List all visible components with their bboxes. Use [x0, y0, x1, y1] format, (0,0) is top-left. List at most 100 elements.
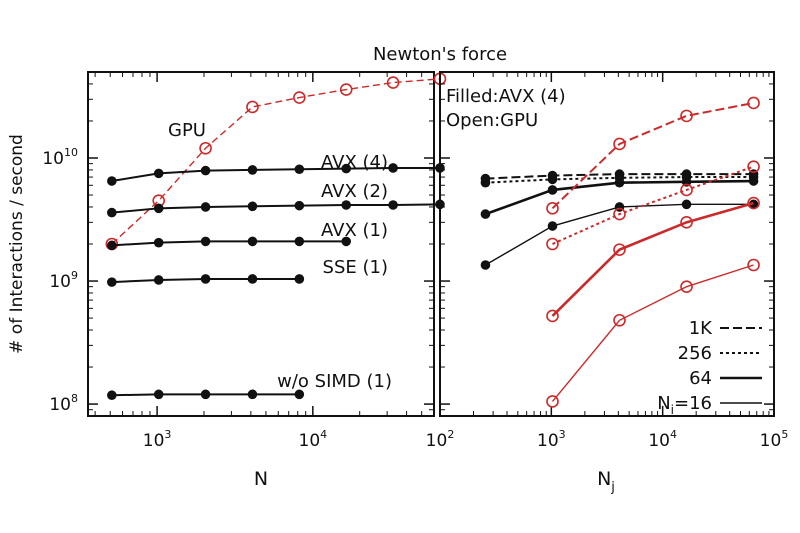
right-xtick-base: 10 [426, 431, 448, 451]
legend-label-suffix: =16 [674, 393, 712, 414]
right-xtick-label: 102 [426, 428, 455, 451]
right-series-4 [546, 96, 760, 215]
legend-label-main: 256 [678, 343, 712, 364]
right-point [680, 109, 693, 123]
left-point [200, 202, 211, 212]
left-ytick-exp: 9 [71, 269, 78, 282]
left-point [107, 277, 117, 287]
left-ytick-label: 1010 [42, 146, 78, 169]
left-point [388, 200, 398, 210]
left-point [107, 176, 117, 186]
left-xtick-label: 104 [299, 428, 328, 451]
left-xtick-base: 10 [299, 431, 321, 451]
left-ytick-label: 108 [49, 392, 78, 415]
left-ylabel: # of Interactions / second [7, 134, 27, 354]
left-series-group [105, 72, 447, 401]
right-point [613, 137, 626, 151]
right-point [547, 185, 558, 195]
right-legend: 1K 256 64 Ni=16 [657, 318, 762, 417]
right-point [613, 207, 626, 221]
legend-label-0: 1K [689, 318, 713, 339]
right-point [547, 221, 558, 231]
left-point [388, 163, 398, 173]
right-point [747, 258, 760, 272]
left-xtick-label: 103 [143, 428, 172, 451]
right-series-line [551, 102, 754, 210]
right-point [748, 176, 759, 186]
left-point [294, 274, 305, 284]
left-series-3 [107, 236, 352, 251]
left-point [294, 200, 305, 211]
right-point [480, 209, 491, 219]
left-annotations: GPU AVX (4) AVX (2) AVX (1) SSE (1) w/o SIMD … [168, 120, 392, 392]
left-annotation-5: w/o SIMD (1) [277, 371, 392, 392]
right-panel: 102 103 104 105 Filled:AVX (4)Open:GPU 1K25… [426, 71, 788, 495]
legend-label-main: 64 [689, 368, 712, 389]
legend-label-1: 256 [678, 343, 712, 364]
legend-label-main: N [657, 393, 670, 414]
left-xtick-exp: 4 [320, 428, 327, 441]
legend-label-main: 1K [689, 318, 713, 339]
left-point [341, 200, 352, 210]
legend-label-3: Ni=16 [657, 393, 712, 417]
right-xtick-base: 10 [648, 431, 670, 451]
right-point [613, 313, 626, 327]
left-point [247, 236, 258, 247]
right-series-line [551, 264, 754, 402]
right-annotation-1: Open:GPU [446, 110, 538, 131]
right-point [546, 237, 559, 251]
left-series-5 [107, 389, 305, 401]
right-point [547, 174, 558, 185]
right-point [681, 199, 692, 210]
right-point [480, 260, 491, 270]
right-xtick-exp: 5 [781, 428, 788, 441]
right-point [614, 177, 625, 188]
left-point [153, 389, 164, 400]
left-annotation-2: AVX (2) [321, 181, 388, 202]
right-xlabel-main: N [597, 468, 611, 490]
right-xlabel: Nj [597, 468, 615, 495]
right-annotations: Filled:AVX (4) Open:GPU [446, 86, 566, 131]
left-point [153, 237, 164, 248]
left-point [386, 76, 400, 89]
left-point [200, 236, 211, 247]
right-point [747, 160, 760, 173]
right-point [680, 280, 693, 293]
right-axis-ticks: 102 103 104 105 [426, 71, 788, 451]
left-point [107, 240, 117, 251]
left-series-line [111, 166, 440, 183]
left-ytick-base: 10 [49, 272, 71, 292]
right-series-line [552, 165, 754, 245]
left-point [247, 165, 258, 175]
right-xtick-base: 10 [537, 431, 559, 451]
left-series-0 [105, 72, 447, 251]
left-point [247, 201, 258, 212]
left-point [247, 274, 258, 284]
right-xlabel-sub: j [610, 480, 615, 495]
left-point [341, 163, 352, 174]
left-annotation-0: GPU [168, 120, 206, 141]
left-ytick-base: 10 [49, 395, 71, 415]
right-xtick-exp: 4 [670, 428, 677, 441]
left-point [200, 165, 211, 176]
left-point [246, 100, 259, 114]
left-point [294, 236, 305, 247]
left-point [200, 389, 211, 400]
right-point [546, 309, 559, 323]
right-series-3 [480, 199, 759, 270]
right-point [546, 202, 559, 215]
left-series-line [111, 203, 440, 214]
legend-label-sub: i [671, 403, 674, 417]
left-point [339, 83, 353, 96]
left-point [293, 91, 306, 104]
left-xtick-base: 10 [143, 431, 165, 451]
left-ytick-exp: 8 [71, 392, 78, 405]
right-point [747, 196, 760, 210]
right-xtick-label: 104 [648, 428, 677, 451]
right-point [546, 395, 559, 408]
left-point [200, 274, 211, 284]
left-point [153, 275, 164, 285]
